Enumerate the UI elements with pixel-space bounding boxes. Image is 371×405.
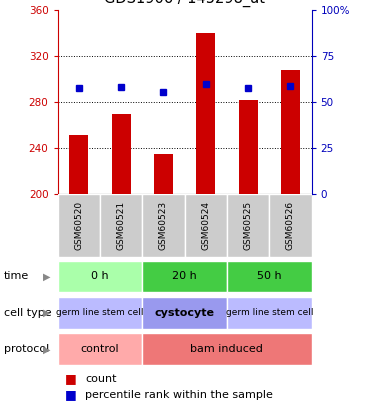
Bar: [100, 194, 142, 257]
Bar: [142, 260, 227, 292]
Bar: [281, 70, 300, 194]
Text: percentile rank within the sample: percentile rank within the sample: [85, 390, 273, 400]
Text: GSM60523: GSM60523: [159, 201, 168, 250]
Text: cystocyte: cystocyte: [155, 308, 214, 318]
Text: germ line stem cell: germ line stem cell: [56, 308, 144, 318]
Bar: [58, 297, 142, 329]
Text: GSM60520: GSM60520: [74, 201, 83, 250]
Bar: [142, 194, 185, 257]
Bar: [154, 154, 173, 194]
Text: ▶: ▶: [43, 308, 50, 318]
Bar: [69, 134, 88, 194]
Text: GSM60521: GSM60521: [116, 201, 125, 250]
Text: ■: ■: [65, 388, 77, 401]
Text: protocol: protocol: [4, 344, 49, 354]
Text: ▶: ▶: [43, 271, 50, 281]
Bar: [227, 194, 269, 257]
Text: bam induced: bam induced: [190, 344, 263, 354]
Bar: [269, 194, 312, 257]
Bar: [239, 100, 257, 194]
Bar: [196, 33, 215, 194]
Text: 50 h: 50 h: [257, 271, 282, 281]
Text: count: count: [85, 374, 117, 384]
Text: ▶: ▶: [43, 344, 50, 354]
Bar: [227, 297, 312, 329]
Text: germ line stem cell: germ line stem cell: [226, 308, 313, 318]
Bar: [142, 333, 312, 365]
Text: time: time: [4, 271, 29, 281]
Title: GDS1906 / 145298_at: GDS1906 / 145298_at: [104, 0, 265, 7]
Bar: [142, 297, 227, 329]
Bar: [58, 194, 100, 257]
Text: 0 h: 0 h: [91, 271, 109, 281]
Bar: [185, 194, 227, 257]
Bar: [227, 260, 312, 292]
Bar: [112, 114, 131, 194]
Text: GSM60524: GSM60524: [201, 201, 210, 250]
Text: cell type: cell type: [4, 308, 51, 318]
Text: ■: ■: [65, 372, 77, 385]
Text: 20 h: 20 h: [172, 271, 197, 281]
Text: GSM60525: GSM60525: [244, 201, 253, 250]
Text: GSM60526: GSM60526: [286, 201, 295, 250]
Text: control: control: [81, 344, 119, 354]
Bar: [58, 260, 142, 292]
Bar: [58, 333, 142, 365]
